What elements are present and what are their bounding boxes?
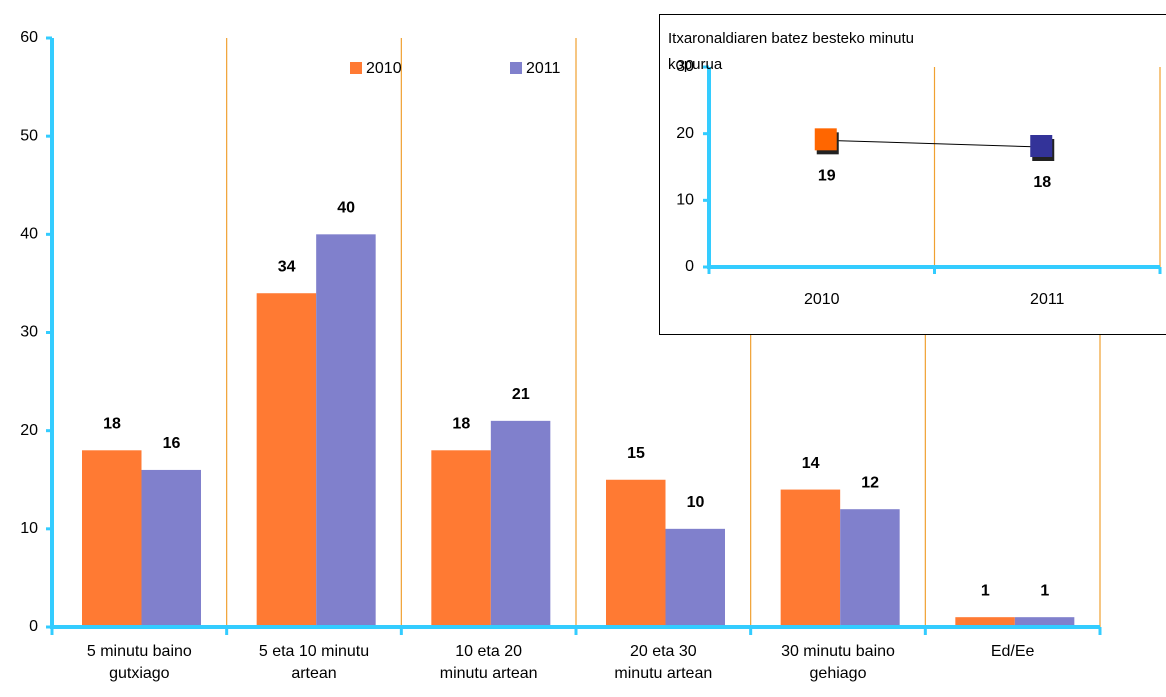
value-label: 34 <box>278 258 296 275</box>
y-tick-label: 0 <box>685 258 694 275</box>
x-tick-label: 20 eta 30 minutu artean <box>614 643 713 682</box>
bar <box>606 479 666 627</box>
bar <box>955 617 1015 627</box>
y-tick-label: 10 <box>676 192 694 209</box>
line <box>826 139 1043 148</box>
marker <box>814 128 837 151</box>
y-tick-label: 20 <box>676 125 694 142</box>
x-tick-label: 2011 <box>1030 291 1065 308</box>
bar <box>490 420 551 627</box>
value-label: 14 <box>802 455 820 472</box>
bar <box>256 293 317 627</box>
bar <box>665 528 725 627</box>
value-label: 40 <box>337 200 355 217</box>
x-tick-label: 5 minutu baino gutxiago <box>86 643 192 682</box>
value-label: 16 <box>163 435 181 452</box>
legend-swatch <box>350 62 362 74</box>
y-tick-label: 50 <box>20 127 38 144</box>
value-label: 10 <box>687 494 705 511</box>
bar <box>431 450 491 627</box>
y-tick-label: 10 <box>20 520 38 537</box>
inset-frame <box>659 14 1166 335</box>
value-label: 12 <box>861 474 879 491</box>
y-tick-label: 0 <box>29 618 38 635</box>
inset-title: Itxaronaldiaren batez besteko minutu kop… <box>668 30 914 73</box>
value-label: 15 <box>627 445 645 462</box>
y-tick-label: 20 <box>20 422 38 439</box>
legend-swatch <box>510 62 522 74</box>
value-label: 21 <box>512 386 530 403</box>
value-label: 18 <box>452 416 470 433</box>
x-tick-label: 2010 <box>804 291 840 308</box>
x-tick-label: 10 eta 20 minutu artean <box>439 643 538 682</box>
legend-label: 2011 <box>526 60 561 77</box>
y-tick-label: 60 <box>20 29 38 46</box>
bar <box>780 489 841 627</box>
y-tick-label: 40 <box>20 226 38 243</box>
value-label: 1 <box>981 582 990 599</box>
bar <box>141 469 201 627</box>
value-label: 18 <box>103 416 121 433</box>
x-tick-label: 5 eta 10 minutu artean <box>258 643 370 682</box>
y-tick-label: 30 <box>20 324 38 341</box>
value-label: 18 <box>1033 174 1051 191</box>
legend-label: 2010 <box>366 60 402 77</box>
bar <box>840 509 900 627</box>
bar <box>82 450 142 627</box>
value-label: 19 <box>818 168 836 185</box>
value-label: 1 <box>1040 582 1049 599</box>
bar <box>1014 617 1075 627</box>
x-tick-label: 30 minutu baino gehiago <box>781 643 895 682</box>
y-tick-label: 30 <box>676 58 694 75</box>
marker <box>1030 135 1053 157</box>
bar <box>316 234 376 628</box>
x-tick-label: Ed/Ee <box>990 643 1035 660</box>
